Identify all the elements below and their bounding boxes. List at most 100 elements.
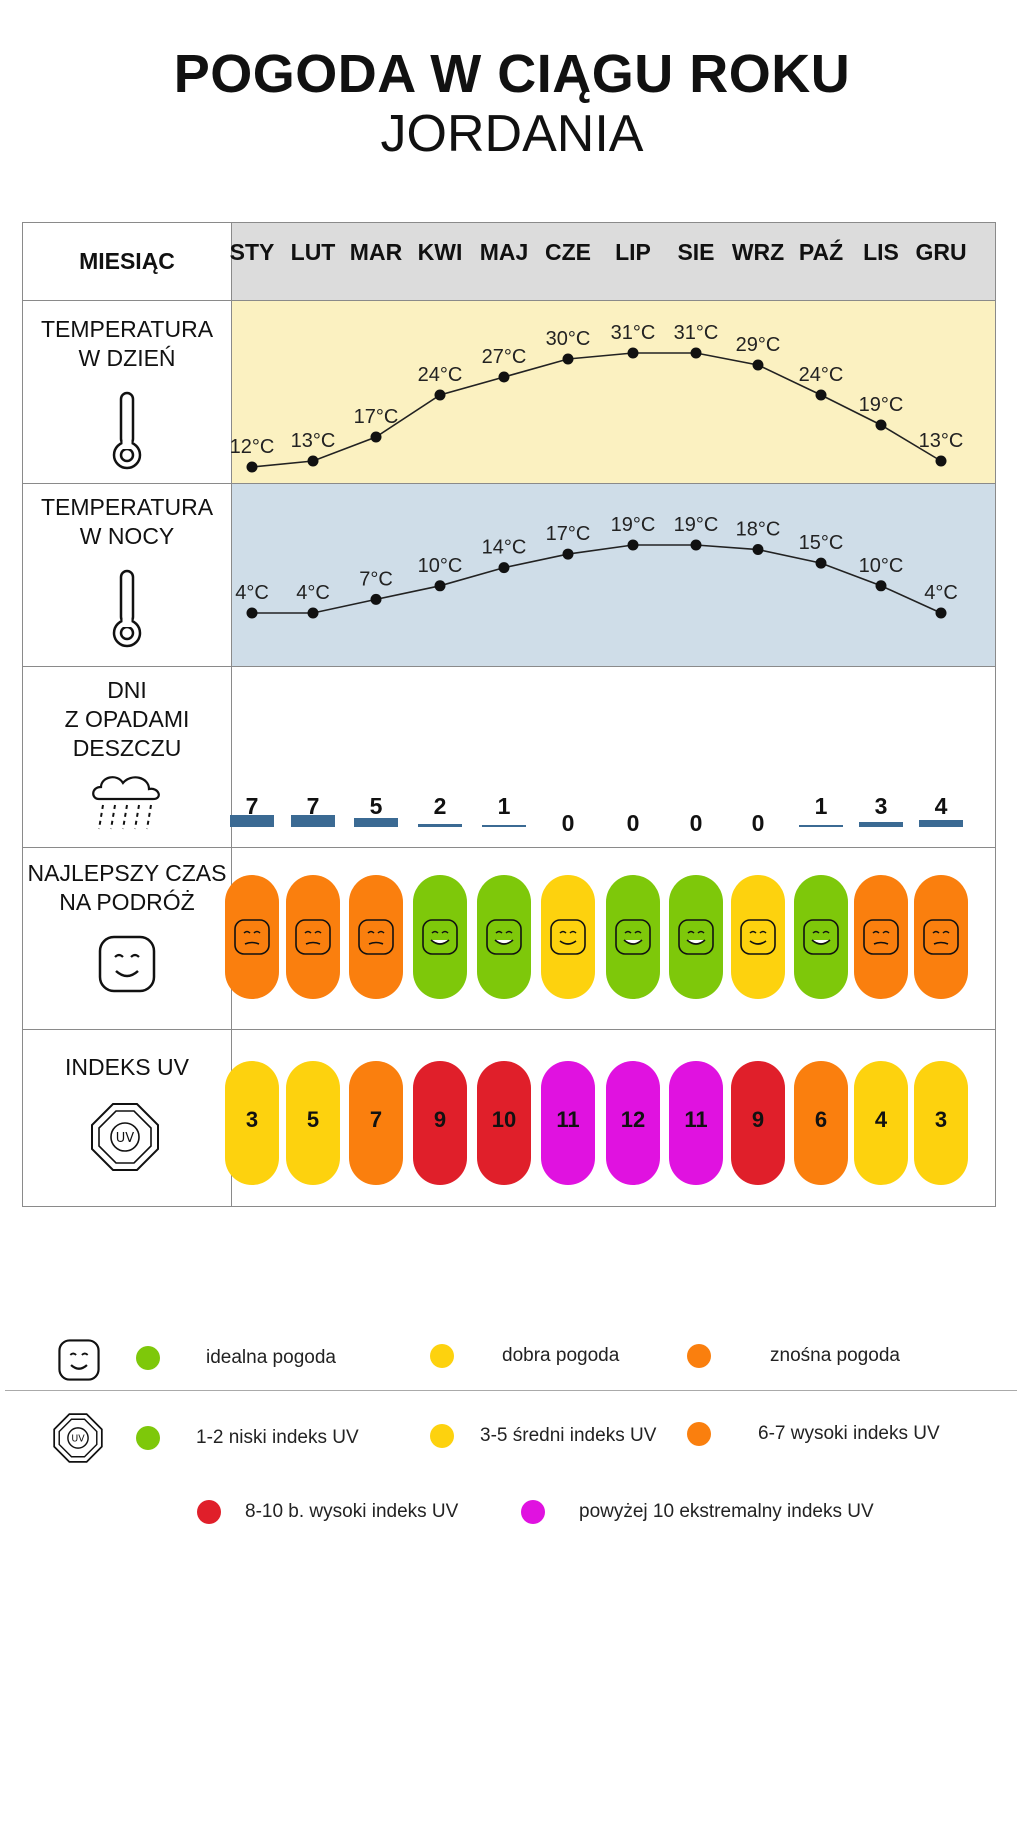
- legend-label: dobra pogoda: [502, 1345, 620, 1366]
- rain-label-line: DESZCZU: [72, 735, 182, 761]
- legend-dot: [687, 1344, 711, 1368]
- rain-bar: [919, 820, 963, 827]
- legend-label: 3-5 średni indeks UV: [480, 1425, 657, 1446]
- data-point: [498, 371, 510, 383]
- uv-label-line: INDEKS UV: [65, 1054, 189, 1080]
- column-divider: [231, 223, 232, 1206]
- data-label: 10°C: [859, 555, 904, 577]
- night-temp-band: [232, 484, 995, 666]
- uv-pill: 12: [606, 1061, 660, 1185]
- uv-value: 4: [874, 1107, 888, 1132]
- month-header-label: MIESIĄC: [79, 248, 175, 274]
- rain-days-value: 7: [245, 793, 259, 819]
- best-time-pill: [477, 875, 531, 999]
- face-icon: [485, 918, 523, 956]
- best-time-pill: [225, 875, 279, 999]
- face-icon: [549, 918, 587, 956]
- uv-pill: 5: [286, 1061, 340, 1185]
- data-label: 4°C: [235, 582, 269, 604]
- uv-pill: 11: [541, 1061, 595, 1185]
- uv-pill: 9: [731, 1061, 785, 1185]
- rain-bar: [291, 815, 335, 827]
- row-divider: [23, 847, 995, 848]
- night-temp-label-line: W NOCY: [79, 523, 175, 549]
- rain-days-value: 0: [689, 810, 703, 836]
- data-label: 19°C: [674, 514, 719, 536]
- data-point: [370, 593, 382, 605]
- month-label: LIS: [863, 239, 899, 265]
- data-point: [815, 557, 827, 569]
- data-point: [690, 347, 702, 359]
- uv-value: 11: [684, 1107, 708, 1132]
- data-point: [935, 607, 947, 619]
- data-point: [815, 389, 827, 401]
- rain-days-value: 3: [874, 793, 888, 819]
- uv-pill: 11: [669, 1061, 723, 1185]
- rain-days-value: 4: [934, 793, 948, 819]
- data-point: [307, 607, 319, 619]
- face-icon: [802, 918, 840, 956]
- data-point: [875, 419, 887, 431]
- data-label: 12°C: [230, 436, 275, 458]
- legend-dot: [197, 1500, 221, 1524]
- data-point: [935, 455, 947, 467]
- data-label: 24°C: [418, 364, 463, 386]
- smiley-legend-icon: [58, 1339, 100, 1381]
- face-icon: [421, 918, 459, 956]
- uv-value: 5: [306, 1107, 320, 1132]
- day-temp-label-line: W DZIEŃ: [78, 345, 176, 371]
- face-icon: [922, 918, 960, 956]
- thermometer-icon: [107, 569, 147, 649]
- series-line: [252, 544, 942, 614]
- night-temp-label: TEMPERATURA W NOCY: [23, 493, 231, 551]
- series-line: [251, 352, 942, 468]
- rain-bar: [418, 824, 462, 827]
- data-point: [562, 353, 574, 365]
- rain-days-value: 0: [751, 810, 765, 836]
- svg-text:UV: UV: [116, 1131, 135, 1146]
- rain-days-value: 1: [814, 793, 828, 819]
- legend-label: 1-2 niski indeks UV: [196, 1427, 359, 1448]
- thermometer-icon: [107, 391, 147, 471]
- month-label: MAJ: [479, 239, 529, 265]
- best-time-pill: [349, 875, 403, 999]
- page-subtitle: JORDANIA: [380, 105, 644, 163]
- month-label: STY: [229, 239, 275, 265]
- rain-days-value: 0: [626, 810, 640, 836]
- best-time-pill: [669, 875, 723, 999]
- data-point: [498, 562, 510, 574]
- data-label: 30°C: [546, 328, 591, 350]
- legend-divider: [5, 1390, 1017, 1391]
- month-label: SIE: [677, 239, 715, 265]
- data-point: [627, 539, 639, 551]
- legend-label: 6-7 wysoki indeks UV: [758, 1423, 940, 1444]
- best-time-pill: [731, 875, 785, 999]
- data-label: 4°C: [924, 582, 958, 604]
- uv-legend-icon: UV: [52, 1412, 104, 1464]
- uv-value: 9: [433, 1107, 447, 1132]
- uv-label: INDEKS UV: [23, 1053, 231, 1082]
- data-point: [627, 347, 639, 359]
- rain-days-value: 2: [433, 793, 447, 819]
- uv-pill: 3: [914, 1061, 968, 1185]
- face-icon: [357, 918, 395, 956]
- face-icon: [294, 918, 332, 956]
- legend-label: 8-10 b. wysoki indeks UV: [245, 1501, 459, 1522]
- month-label: GRU: [915, 239, 967, 265]
- rain-label-line: DNI: [107, 677, 147, 703]
- face-icon: [233, 918, 271, 956]
- rain-cloud-icon: [87, 771, 167, 833]
- legend-dot: [430, 1344, 454, 1368]
- data-label: 29°C: [736, 334, 781, 356]
- uv-value: 3: [934, 1107, 948, 1132]
- month-label: KWI: [417, 239, 463, 265]
- uv-pill: 3: [225, 1061, 279, 1185]
- day-temp-label-line: TEMPERATURA: [40, 316, 214, 342]
- uv-value: 3: [245, 1107, 259, 1132]
- row-divider: [23, 666, 995, 667]
- best-time-pill: [794, 875, 848, 999]
- day-temp-label: TEMPERATURA W DZIEŃ: [23, 315, 231, 373]
- temperature-chart: 12°C 13°C 17°C 24°C 27°C 30°C 31°C 31°C 29°C 24°C…: [230, 322, 963, 619]
- best-time-pill: [541, 875, 595, 999]
- legend-label: znośna pogoda: [770, 1345, 900, 1366]
